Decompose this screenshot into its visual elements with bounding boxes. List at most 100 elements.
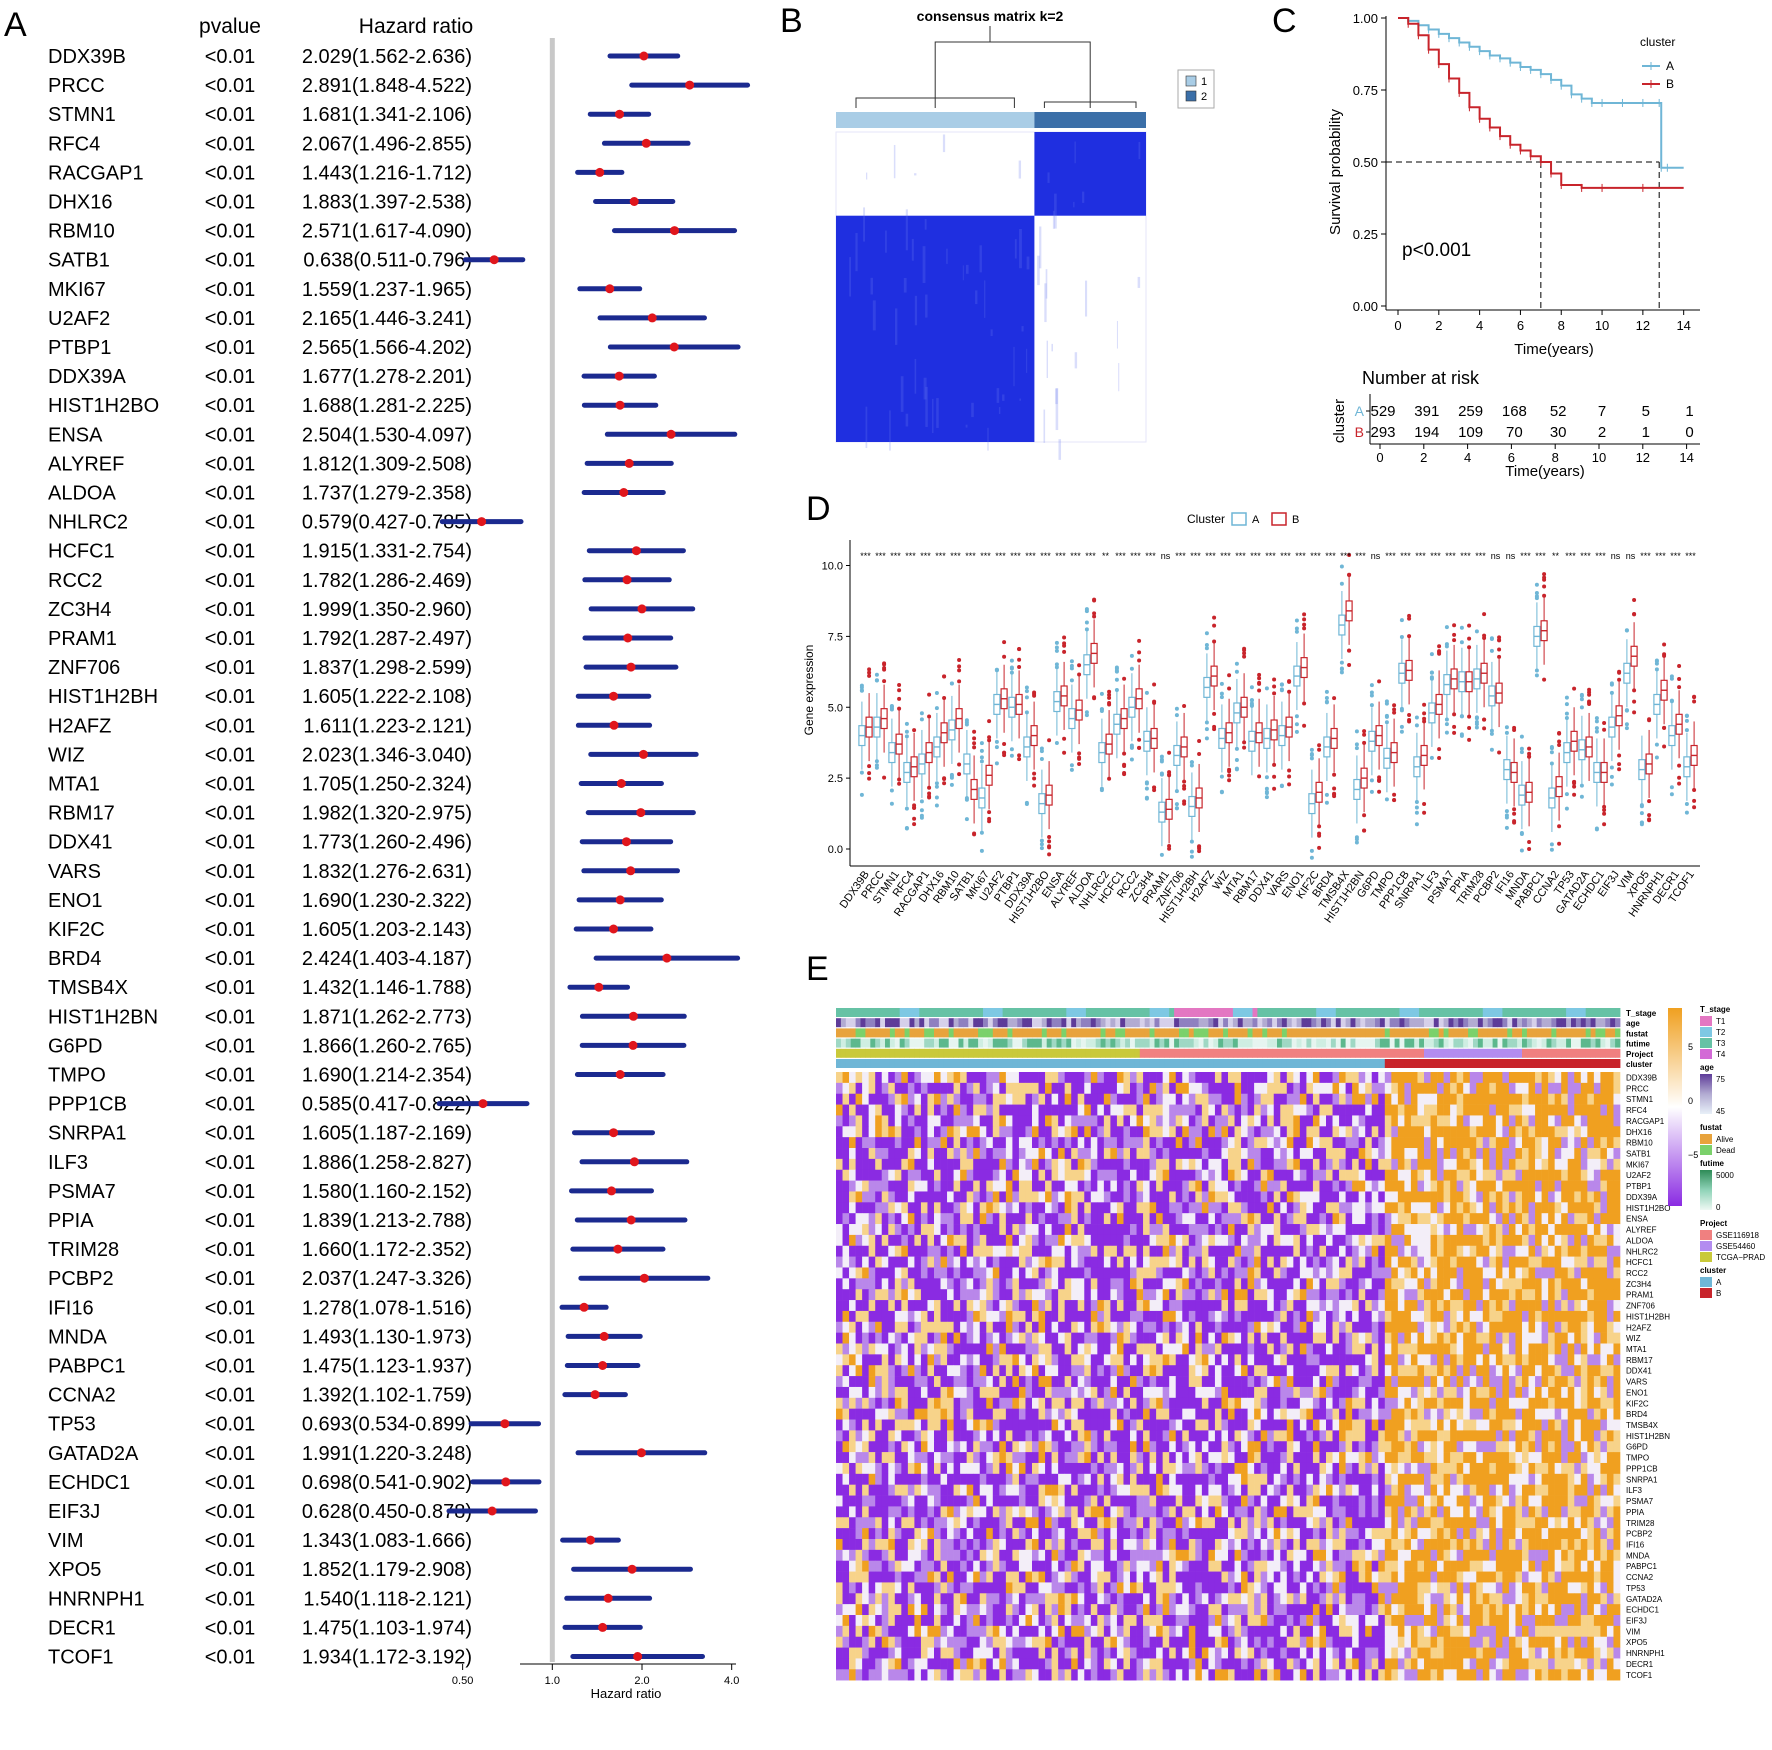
heatmap-cell [1463,1105,1470,1116]
heatmap-cell [1274,1224,1281,1235]
consensus-noise [925,219,927,230]
heatmap-cell [1600,1159,1607,1170]
heatmap-cell [1117,1115,1124,1126]
pvalue-cell: <0.01 [205,512,256,534]
heatmap-cell [1300,1267,1307,1278]
annotation-cell [1110,1059,1115,1068]
annotation-cell [1395,1059,1400,1068]
pvalue-cell: <0.01 [205,1501,256,1523]
heatmap-cell [1156,1159,1163,1170]
annotation-cell [1365,1059,1370,1068]
heatmap-cell [1404,1105,1411,1116]
annotation-cell [1390,1028,1395,1037]
boxplot-outlier [1257,774,1261,778]
heatmap-cell [1561,1246,1568,1257]
heatmap-cell [1261,1105,1268,1116]
heatmap-cell [1333,1202,1340,1213]
heatmap-cell [882,1224,889,1235]
boxplot-outlier [1062,751,1066,755]
annotation-cell [988,1018,993,1027]
heatmap-cell [1019,1213,1026,1224]
heatmap-cell [1404,1148,1411,1159]
heatmap-cell [1600,1202,1607,1213]
heatmap-cell [1444,1181,1451,1192]
survival-x-tick-label: 14 [1676,318,1690,333]
heatmap-cell [1058,1126,1065,1137]
boxplot-outlier [905,807,909,811]
heatmap-cell [1261,1246,1268,1257]
heatmap-cell [999,1278,1006,1289]
heatmap-cell [960,1094,967,1105]
boxplot-outlier [1317,743,1321,747]
boxplot-outlier [1640,803,1644,807]
heatmap-cell [1496,1224,1503,1235]
heatmap-cell [1045,1137,1052,1148]
heatmap-cell [1084,1072,1091,1083]
consensus-matrix-panel: consensus matrix k=2 12 [836,8,1214,460]
heatmap-cell [1163,1170,1170,1181]
heatmap-cell [1156,1267,1163,1278]
boxplot-outlier [1467,726,1471,730]
heatmap-cell [1359,1148,1366,1159]
pvalue-cell: <0.01 [205,1094,256,1116]
annotation-cell [1101,1059,1106,1068]
annotation-cell [1351,1008,1356,1017]
heatmap-cell [1483,1094,1490,1105]
heatmap-cell [934,1115,941,1126]
heatmap-cell [1372,1191,1379,1202]
boxplot-outlier [1227,773,1231,777]
annotation-cell [1042,1018,1047,1027]
heatmap-cell [1483,1224,1490,1235]
annotation-cell [841,1028,846,1037]
heatmap-cell [1208,1224,1215,1235]
consensus-noise [863,207,865,241]
annotation-cell [1615,1018,1620,1027]
boxplot-legend-key-b [1272,513,1286,525]
heatmap-cell [1594,1105,1601,1116]
heatmap-cell [934,1094,941,1105]
boxplot-outlier [867,777,871,781]
heatmap-cell [875,1202,882,1213]
heatmap-cell [1052,1148,1059,1159]
heatmap-cell [1613,1072,1620,1083]
annotation-cell [1429,1008,1434,1017]
heatmap-cell [1123,1235,1130,1246]
gene-label: PCBP2 [48,1268,114,1290]
heatmap-cell [1594,1191,1601,1202]
heatmap-cell [973,1094,980,1105]
heatmap-cell [882,1246,889,1257]
consensus-noise [1019,229,1022,268]
annotation-cell [1233,1008,1238,1017]
heatmap-cell [1045,1159,1052,1170]
heatmap-cell [1333,1083,1340,1094]
heatmap-cell [1444,1159,1451,1170]
heatmap-cell [1287,1257,1294,1268]
boxplot-outlier [987,735,991,739]
annotation-cell [1547,1039,1552,1048]
heatmap-cell [1202,1148,1209,1159]
annotation-cell [1228,1039,1233,1048]
annotation-cell [944,1008,949,1017]
heatmap-cell [1385,1170,1392,1181]
heatmap-cell [1071,1137,1078,1148]
annotation-cell [1478,1039,1483,1048]
heatmap-cell [1431,1105,1438,1116]
heatmap-cell [1137,1148,1144,1159]
annotation-cell [1502,1028,1507,1037]
heatmap-cell [1613,1235,1620,1246]
heatmap-cell [1306,1126,1313,1137]
heatmap-cell [1065,1072,1072,1083]
consensus-noise [895,308,897,344]
heatmap-cell [1574,1213,1581,1224]
annotation-cell [914,1018,919,1027]
consensus-noise [1047,341,1048,378]
boxplot-outlier [1655,743,1659,747]
hazard-ratio-point [627,1216,636,1225]
heatmap-cell [1574,1115,1581,1126]
heatmap-cell [1391,1213,1398,1224]
heatmap-cell [1052,1224,1059,1235]
heatmap-cell [1404,1257,1411,1268]
heatmap-cell [1326,1267,1333,1278]
heatmap-cell [1319,1072,1326,1083]
gene-label: TP53 [48,1414,96,1436]
